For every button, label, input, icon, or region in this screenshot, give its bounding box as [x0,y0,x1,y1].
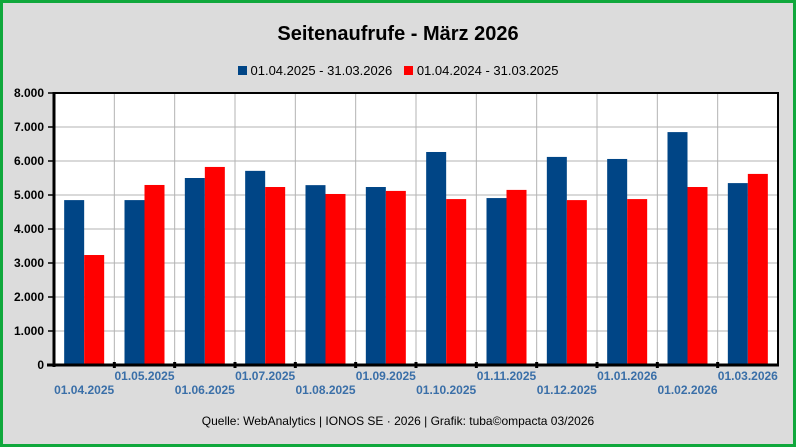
y-tick-label: 1.000 [14,324,44,338]
bar-current [64,200,85,365]
x-tick-label: 01.06.2025 [175,383,235,397]
x-tick-label: 01.01.2026 [597,369,657,383]
legend-swatch-red [403,66,413,75]
y-tick-label: 5.000 [14,188,44,202]
x-tick-label: 01.07.2025 [235,369,295,383]
chart-title: Seitenaufrufe - März 2026 [277,23,519,45]
y-tick-label: 3.000 [14,256,44,270]
y-tick-label: 6.000 [14,154,44,168]
legend-item-current: 01.04.2025 - 31.03.2026 [237,63,393,78]
x-tick-label: 01.09.2025 [356,369,416,383]
bar-previous [687,187,708,365]
x-tick-label: 01.02.2026 [657,383,717,397]
x-tick-label: 01.08.2025 [295,383,355,397]
bar-current [546,156,567,365]
bar-current [305,185,326,365]
bar-previous [265,187,286,365]
bar-current [184,178,205,365]
bar-previous [747,173,768,365]
legend-label: 01.04.2025 - 31.03.2026 [250,63,393,78]
bar-previous [506,189,527,365]
x-tick-label: 01.04.2025 [54,383,114,397]
legend: 01.04.2025 - 31.03.2026 01.04.2024 - 31.… [3,63,793,78]
bar-current [486,198,507,365]
bar-current [727,183,748,365]
bar-previous [627,199,648,365]
y-tick-label: 8.000 [14,86,44,100]
source-note: Quelle: WebAnalytics | IONOS SE · 2026 |… [201,414,595,428]
bar-previous [566,200,587,365]
y-tick-label: 7.000 [14,120,44,134]
bar-current [426,151,447,365]
bar-current [607,158,628,365]
bar-previous [385,190,406,365]
bar-current [124,200,145,365]
bar-previous [325,193,346,365]
x-tick-label: 01.11.2025 [477,369,537,383]
legend-label: 01.04.2024 - 31.03.2025 [416,63,559,78]
bar-previous [84,255,105,365]
x-tick-label: 01.03.2026 [718,369,778,383]
bar-previous [446,199,467,365]
bar-current [667,132,688,365]
bar-previous [204,166,225,365]
x-tick-label: 01.12.2025 [537,383,597,397]
legend-item-previous: 01.04.2024 - 31.03.2025 [403,63,559,78]
x-tick-label: 01.10.2025 [416,383,476,397]
bar-previous [144,184,165,365]
y-tick-label: 0 [37,358,44,372]
bar-current [365,187,386,365]
x-tick-label: 01.05.2025 [114,369,174,383]
y-tick-label: 2.000 [14,290,44,304]
bar-current [245,170,266,365]
y-tick-label: 4.000 [14,222,44,236]
legend-swatch-blue [237,66,247,75]
